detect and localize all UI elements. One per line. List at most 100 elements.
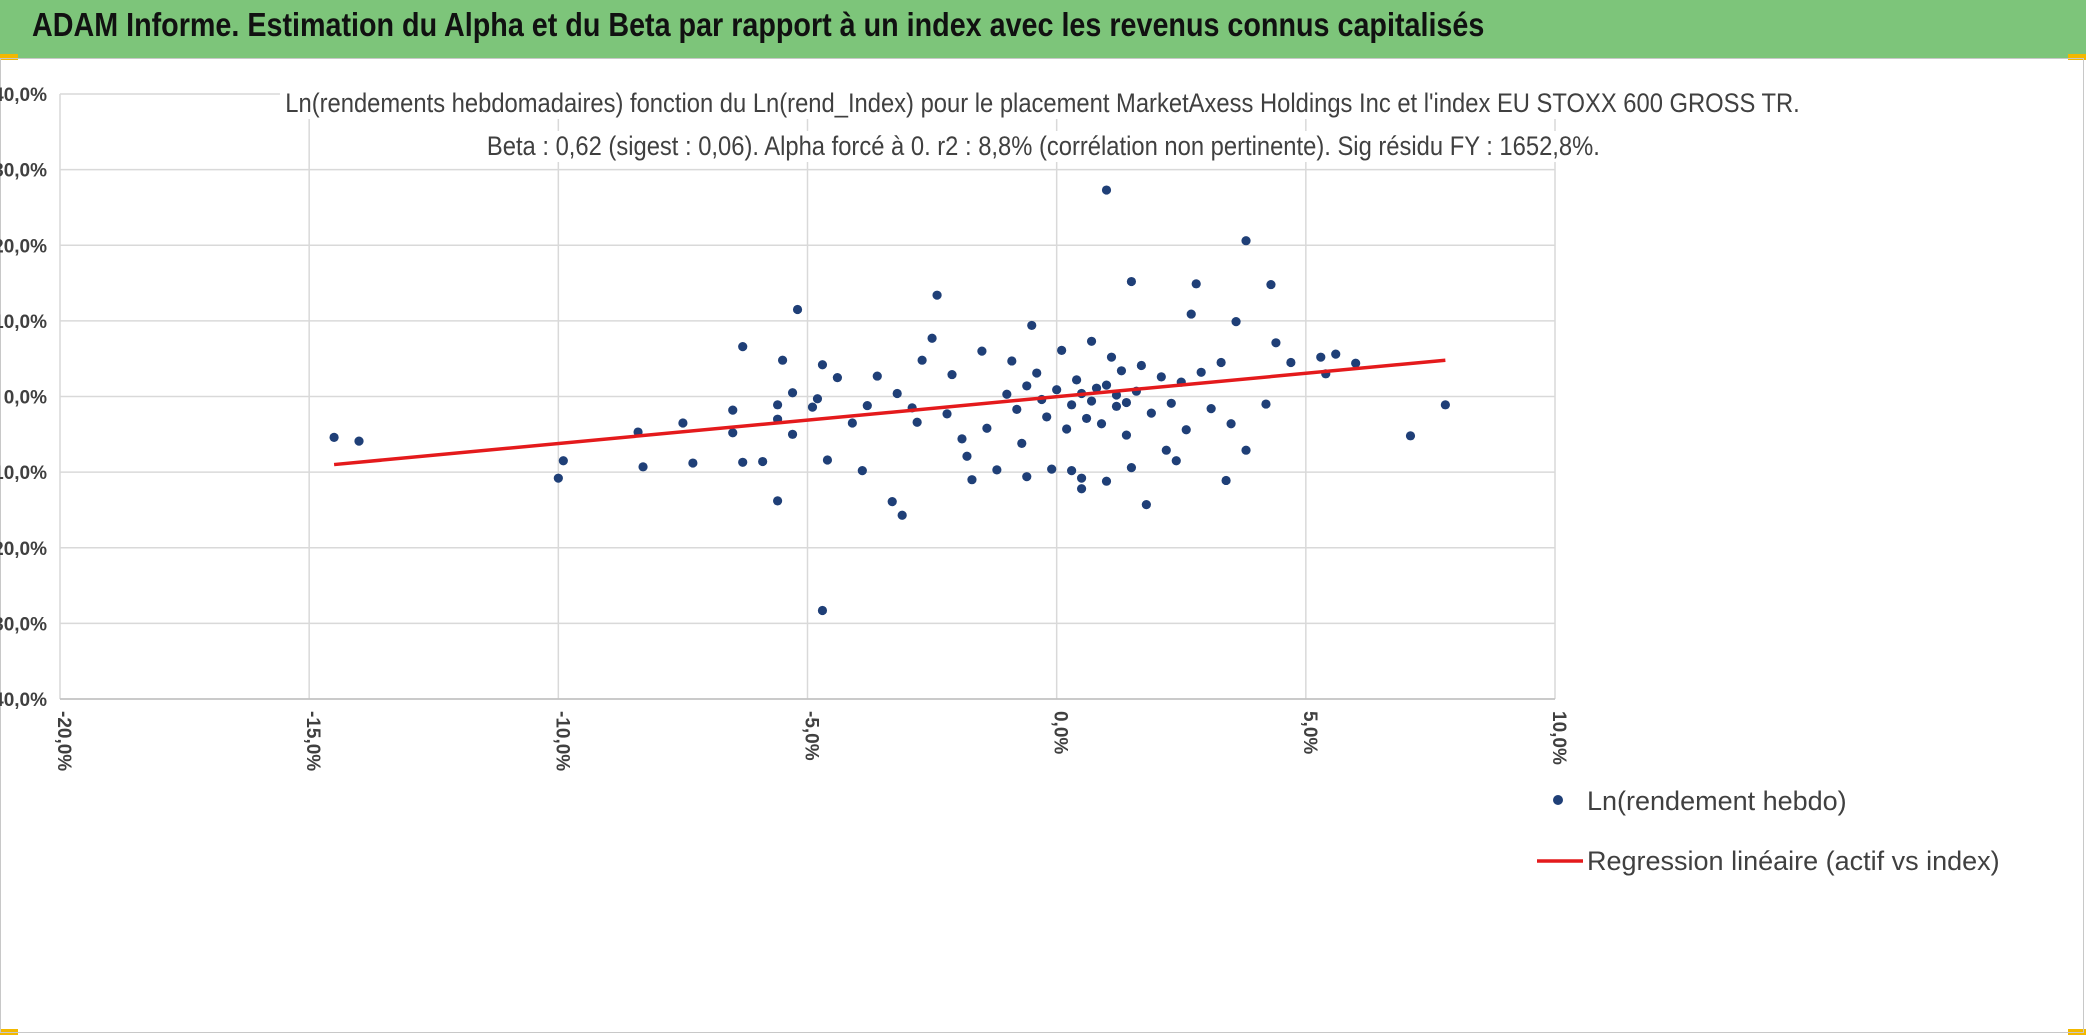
scatter-point [1440,400,1450,410]
scatter-point [1027,320,1037,331]
scatter-point [1405,431,1416,441]
scatter-point [329,432,339,442]
scatter-point [787,429,798,439]
scatter-point [1101,380,1112,390]
scatter-point [982,423,992,433]
scatter-point [1231,317,1241,327]
scatter-point [773,496,783,506]
regression-line [333,358,1446,467]
scatter-point [967,475,977,485]
legend-label-regression: Regression linéaire (actif vs index) [1587,846,2000,876]
report-title: ADAM Informe. Estimation du Alpha et du … [32,6,1485,43]
scatter-point [1076,473,1087,483]
scatter-point [1081,413,1092,424]
scatter-point [1156,372,1166,382]
y-tick-label: 0,0% [4,388,47,409]
chart-title-line1: Ln(rendements hebdomadaires) fonction du… [0,88,2086,119]
scatter-point [847,418,857,428]
scatter-point [728,405,738,415]
corner-marker-top-right [2068,54,2086,60]
scatter-point [758,456,768,467]
scatter-point [738,341,748,352]
scatter-point [1022,472,1032,482]
x-tick-label: -5,0% [801,711,822,761]
scatter-point [777,355,788,365]
x-tick-label: -20,0% [53,711,74,771]
chart-title-line2: Beta : 0,62 (sigest : 0,06). Alpha forcé… [0,131,2086,162]
scatter-point [792,304,803,315]
scatter-point [558,456,568,466]
scatter-point [1032,368,1042,378]
corner-marker-top-left [0,54,18,60]
scatter-point [1111,401,1122,411]
scatter-point [1146,408,1156,418]
scatter-point [1286,357,1296,368]
x-tick-label: 5,0% [1299,711,1320,754]
scatter-point [1017,438,1027,448]
legend: Ln(rendement hebdo) Regression linéaire (… [1537,786,2000,876]
scatter-point [1121,397,1132,408]
scatter-point [1141,500,1151,510]
y-tick-label: 30,0% [0,161,47,182]
scatter-point [862,400,872,411]
scatter-point [897,510,907,520]
scatter-point [1241,445,1251,455]
scatter-point [1216,357,1226,368]
scatter-point [887,497,897,507]
scatter-point [1002,389,1012,399]
scatter-point [1161,445,1171,455]
scatter-point [1091,383,1102,393]
scatter-point [1022,381,1032,391]
x-tick-label: -15,0% [302,711,323,771]
scatter-point [1106,352,1117,362]
scatter-point [1271,338,1281,348]
scatter-point [957,434,967,444]
legend-label-scatter: Ln(rendement hebdo) [1587,786,1847,816]
scatter-point [917,355,927,365]
x-axis-ticks: -20,0% -15,0% -10,0% -5,0% 0,0% 5,0% 10,0% [53,711,1569,771]
scatter-point [1067,466,1077,476]
gridlines [59,93,1556,700]
scatter-point [1136,360,1146,371]
scatter-point [1121,430,1132,440]
y-tick-label: 10,0% [0,312,47,333]
scatter-point [857,466,867,476]
regression-line-group [333,358,1446,467]
scatter-point [1266,279,1276,290]
scatter-point [553,473,563,483]
scatter-point [1062,424,1072,434]
scatter-point [1086,396,1097,406]
scatter-point [1351,358,1361,368]
y-tick-label: 40,0% [0,85,47,106]
scatter-point [1181,425,1191,435]
scatter-point [1072,375,1082,385]
scatter-point [1261,399,1271,409]
scatter-point [817,605,828,616]
scatter-point [817,360,828,370]
scatter-point [1052,385,1062,395]
scatter-point [1047,464,1057,474]
scatter-point [992,465,1002,475]
y-tick-label: -20,0% [0,539,47,560]
y-tick-label: -30,0% [0,614,47,635]
scatter-point [962,451,972,461]
legend-marker-scatter [1553,795,1563,805]
scatter-point [1076,484,1087,494]
scatter-point [812,394,823,404]
report-banner: ADAM Informe. Estimation du Alpha et du … [0,0,2086,58]
scatter-point [1126,462,1137,473]
x-tick-label: 10,0% [1548,711,1569,765]
scatter-point [807,402,818,412]
y-tick-label: -10,0% [0,463,47,484]
scatter-point [1191,279,1201,289]
scatter-point [1166,398,1176,408]
scatter-point [1241,236,1251,246]
x-tick-label: -10,0% [551,711,572,771]
scatter-point [1126,276,1137,287]
scatter-point [1226,419,1236,429]
scatter-point [1316,352,1326,362]
scatter-point [1331,349,1341,359]
scatter-point [892,388,902,399]
scatter-point [1186,309,1196,319]
